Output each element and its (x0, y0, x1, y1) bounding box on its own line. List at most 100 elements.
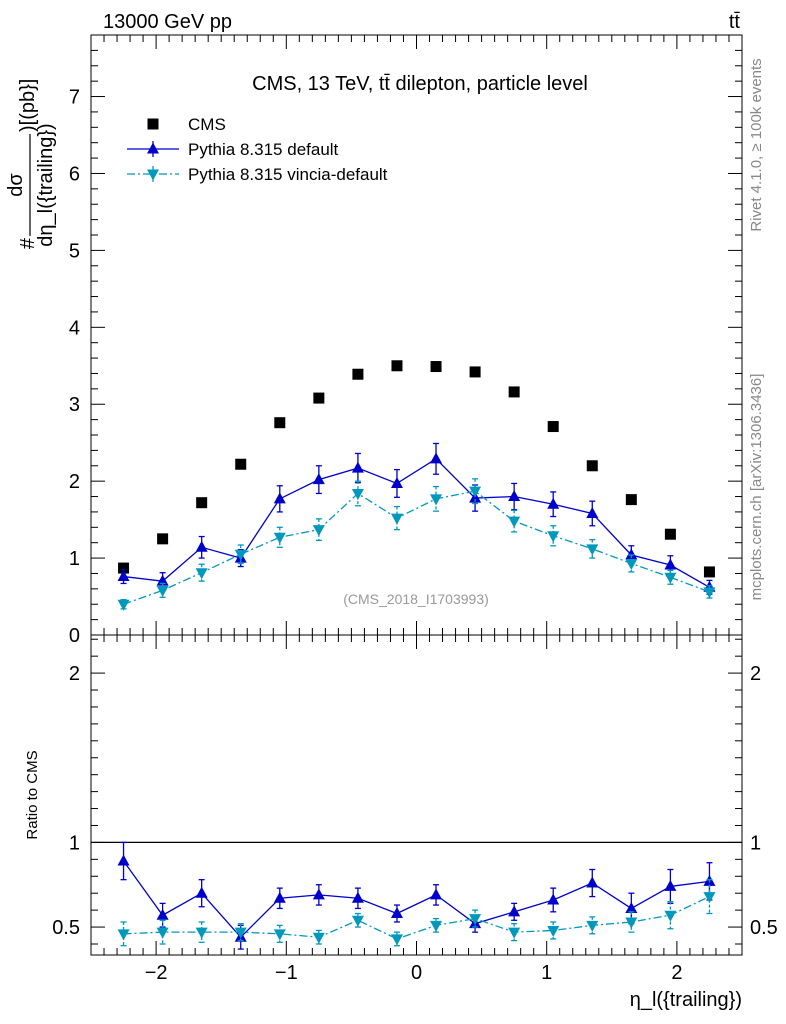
data-point (195, 568, 208, 580)
data-point (351, 891, 364, 903)
legend-label: Pythia 8.315 vincia-default (188, 165, 388, 184)
legend-label: Pythia 8.315 default (188, 140, 339, 159)
data-point (469, 914, 482, 926)
data-point (625, 548, 638, 560)
data-point (430, 452, 443, 464)
legend-entry-cms: CMS (147, 115, 226, 134)
data-point (430, 494, 443, 506)
ratio-panel: −2 −1 0 1 2 0.5 0.5 1 1 2 2 Ratio to CMS η_l({trai… (24, 634, 778, 1011)
data-point (664, 910, 677, 922)
data-point (390, 907, 403, 919)
data-point (547, 497, 560, 509)
y-tick-label: 4 (69, 317, 80, 339)
data-point (469, 366, 481, 378)
data-point (195, 540, 208, 552)
watermark: (CMS_2018_I1703993) (343, 591, 489, 607)
data-point (508, 490, 521, 502)
y-tick-label-right: 1 (750, 832, 761, 854)
data-point (156, 585, 169, 597)
y-tick-label-right: 2 (750, 663, 761, 685)
series-line (123, 458, 710, 588)
data-point (312, 888, 325, 900)
process-symbol: tt̄ (729, 11, 741, 33)
series-pythia-8-315-vincia-default (117, 478, 716, 611)
data-point (274, 417, 286, 429)
data-point (351, 488, 364, 500)
ratio-ylabel: Ratio to CMS (24, 750, 41, 839)
data-point (156, 908, 169, 920)
data-point (117, 570, 130, 582)
series-pythia-8-315-default (117, 841, 716, 950)
mcplots-label: mcplots.cern.ch [arXiv:1306.3436] (748, 374, 765, 601)
data-point (273, 492, 286, 504)
data-point (351, 461, 364, 473)
data-point (235, 458, 247, 470)
data-point (117, 929, 130, 941)
data-point (430, 920, 443, 932)
data-point (586, 876, 599, 888)
ylabel-denominator: dη_l({trailing}) (35, 123, 57, 246)
data-point (547, 531, 560, 543)
data-point (664, 558, 677, 570)
y-tick-label: 1 (69, 548, 80, 570)
data-point (312, 473, 325, 485)
data-point (312, 525, 325, 537)
data-point (586, 544, 599, 556)
data-point (547, 925, 560, 937)
data-point (234, 927, 247, 939)
data-point (273, 532, 286, 544)
legend-marker (147, 118, 159, 130)
x-tick-label: 2 (671, 962, 682, 984)
legend: CMS Pythia 8.315 default Pythia 8.315 vinc… (127, 115, 388, 184)
data-point (508, 927, 521, 939)
data-point (351, 915, 364, 927)
main-panel: 0 1 2 3 4 5 6 7 CMS, 13 TeV, tt̄ dilepton, part… (5, 34, 743, 647)
series-line (123, 896, 710, 940)
series-line (123, 490, 710, 605)
data-point (547, 421, 559, 433)
data-point (195, 927, 208, 939)
data-point (195, 886, 208, 898)
data-point (156, 927, 169, 939)
data-point (703, 892, 716, 904)
ratio-frame (90, 634, 743, 956)
ylabel-prefix: # (17, 237, 39, 249)
data-point (586, 460, 598, 472)
data-point (390, 934, 403, 946)
data-point (234, 549, 247, 561)
data-point (664, 528, 676, 540)
data-point (390, 513, 403, 525)
y-tick-label: 2 (69, 663, 80, 685)
data-point (625, 558, 638, 570)
series-pythia-8-315-default (117, 442, 716, 595)
x-tick-label: 1 (541, 962, 552, 984)
data-point (391, 360, 403, 372)
x-tick-label: 0 (411, 962, 422, 984)
x-axis-label: η_l({trailing}) (630, 989, 742, 1011)
data-point (703, 566, 715, 578)
data-point (508, 516, 521, 528)
y-tick-label: 3 (69, 394, 80, 416)
ylabel-numerator: dσ (5, 173, 27, 197)
series-pythia-8-315-vincia-default (117, 879, 716, 947)
y-tick-label-right: 0.5 (750, 917, 778, 939)
data-point (313, 392, 325, 404)
y-tick-label: 0.5 (52, 917, 80, 939)
data-point (273, 891, 286, 903)
legend-label: CMS (188, 115, 226, 134)
legend-marker (147, 169, 159, 181)
ylabel-suffix: )[(pb}] (17, 79, 39, 132)
data-point (664, 879, 677, 891)
legend-entry-pythia-8-315-vincia-default: Pythia 8.315 vincia-default (127, 165, 388, 184)
data-point (625, 494, 637, 506)
x-tick-label: −2 (145, 962, 168, 984)
y-tick-label: 6 (69, 163, 80, 185)
data-point (586, 920, 599, 932)
data-point (273, 929, 286, 941)
data-point (117, 854, 130, 866)
series-cms (118, 360, 715, 578)
y-tick-label: 5 (69, 240, 80, 262)
data-point (508, 386, 520, 398)
data-point (118, 562, 130, 574)
